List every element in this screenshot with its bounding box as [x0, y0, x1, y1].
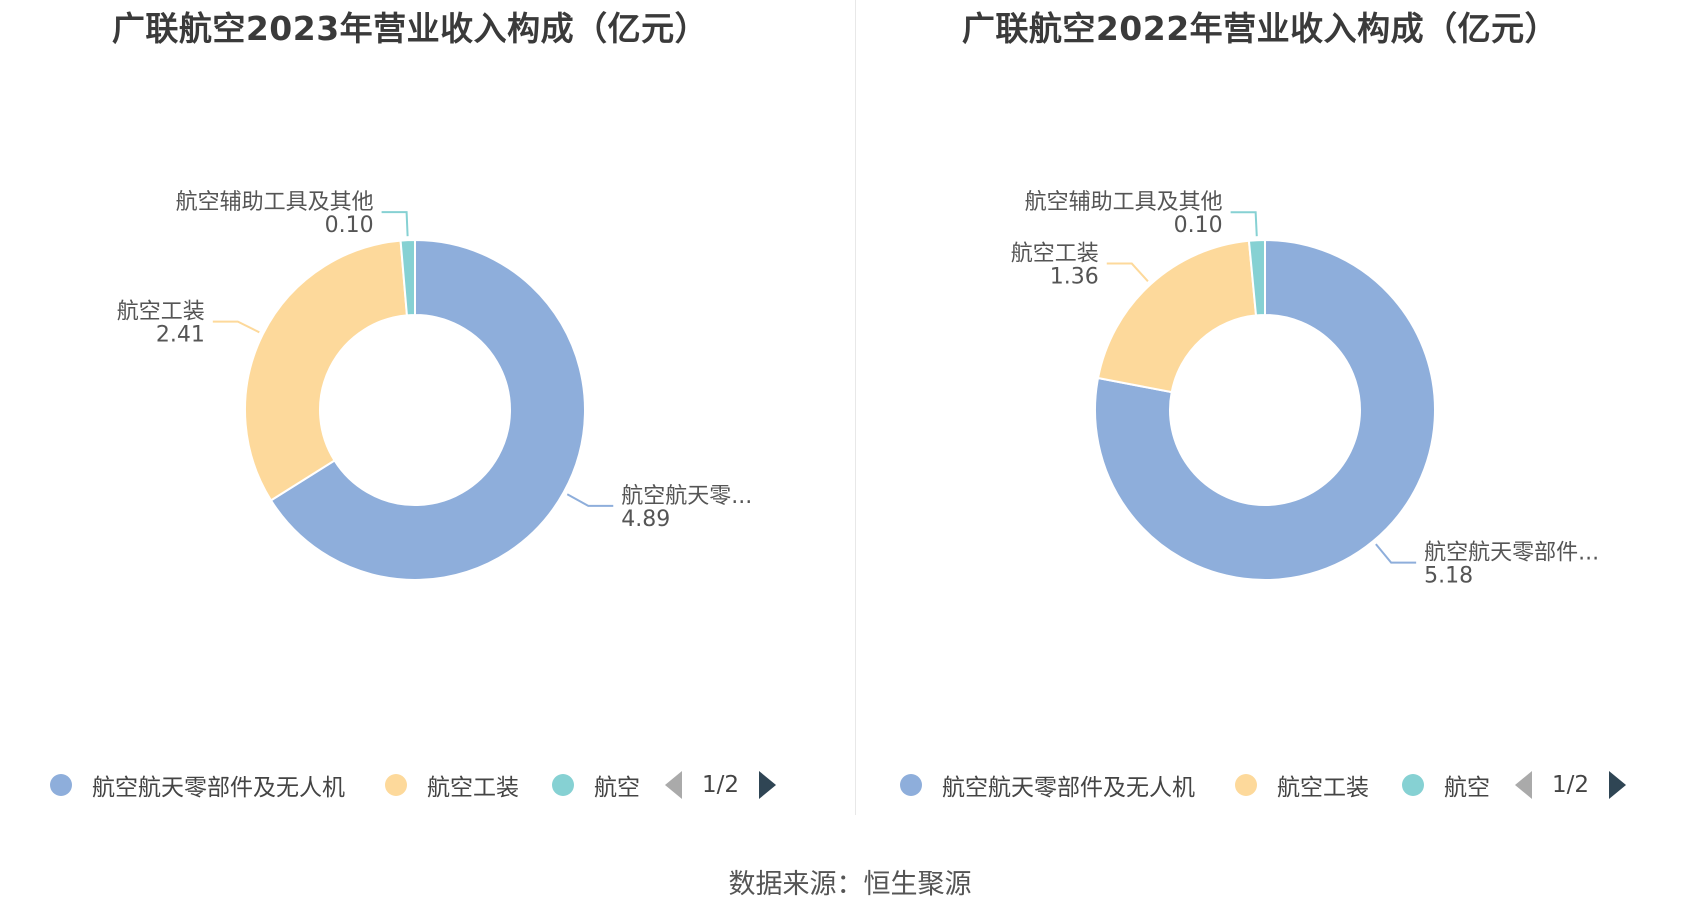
leader-line-2	[381, 211, 409, 237]
slice-label-2: 航空辅助工具及其他	[1025, 190, 1223, 215]
chart-title: 广联航空2023年营业收入构成（亿元）	[111, 9, 709, 48]
leader-line-2	[1230, 211, 1258, 237]
slice-value-2: 0.10	[325, 213, 374, 238]
slice-label-0: 航空航天零部件...	[1424, 541, 1599, 566]
next-page-icon[interactable]	[759, 771, 777, 799]
legend-pager: 1/2	[1515, 760, 1627, 810]
slice-value-1: 1.36	[1050, 265, 1099, 290]
legend-label: 航空航天零部件及无人机	[92, 775, 345, 801]
data-source-note: 数据来源：恒生聚源	[728, 869, 972, 900]
legend-item-aux[interactable]: 航空	[552, 760, 640, 810]
legend-label: 航空	[594, 775, 640, 801]
leader-line-0	[566, 493, 614, 507]
legend: 航空航天零部件及无人机 航空工装 航空 1/2	[850, 760, 1700, 810]
legend-item-parts[interactable]: 航空航天零部件及无人机	[50, 760, 345, 810]
chart-panel-2022: 广联航空2022年营业收入构成（亿元） 航空航天零部件... 5.18 航空工装 1.…	[850, 0, 1700, 820]
donut-slice-0[interactable]	[269, 238, 586, 581]
next-page-icon[interactable]	[1609, 771, 1627, 799]
leader-line-1	[212, 320, 260, 334]
legend-item-parts[interactable]: 航空航天零部件及无人机	[900, 760, 1195, 810]
legend-label: 航空工装	[427, 775, 519, 801]
legend-item-tooling[interactable]: 航空工装	[1235, 760, 1369, 810]
donut-slice-0[interactable]	[1094, 238, 1436, 581]
donut-slice-1[interactable]	[244, 239, 409, 502]
slice-value-2: 0.10	[1174, 213, 1223, 238]
legend: 航空航天零部件及无人机 航空工装 航空 1/2	[0, 760, 850, 810]
page-indicator: 1/2	[702, 772, 740, 798]
leader-line-1	[1106, 262, 1149, 282]
slice-label-1: 航空工装	[1011, 242, 1099, 267]
page-indicator: 1/2	[1552, 772, 1590, 798]
legend-dot-icon	[50, 774, 72, 796]
donut-slice-2[interactable]	[1247, 238, 1266, 317]
legend-item-aux[interactable]: 航空	[1402, 760, 1490, 810]
leader-line-0	[1375, 543, 1417, 564]
chart-title: 广联航空2022年营业收入构成（亿元）	[961, 9, 1559, 48]
legend-label: 航空工装	[1277, 775, 1369, 801]
prev-page-icon[interactable]	[665, 771, 682, 799]
slice-value-1: 2.41	[156, 323, 205, 348]
slice-value-0: 4.89	[621, 507, 670, 532]
legend-dot-icon	[900, 774, 922, 796]
legend-dot-icon	[1402, 774, 1424, 796]
donut-slice-1[interactable]	[1096, 239, 1258, 394]
donut-slice-2[interactable]	[399, 238, 416, 317]
slice-label-0: 航空航天零...	[621, 484, 752, 509]
legend-dot-icon	[1235, 774, 1257, 796]
prev-page-icon[interactable]	[1515, 771, 1532, 799]
legend-label: 航空航天零部件及无人机	[942, 775, 1195, 801]
slice-value-0: 5.18	[1424, 564, 1473, 589]
chart-panel-2023: 广联航空2023年营业收入构成（亿元） 航空航天零... 4.89 航空工装 2.41…	[0, 0, 850, 820]
legend-pager: 1/2	[665, 760, 777, 810]
legend-dot-icon	[385, 774, 407, 796]
slice-label-1: 航空工装	[117, 300, 205, 325]
legend-dot-icon	[552, 774, 574, 796]
legend-label: 航空	[1444, 775, 1490, 801]
slice-label-2: 航空辅助工具及其他	[176, 190, 374, 215]
legend-item-tooling[interactable]: 航空工装	[385, 760, 519, 810]
panel-divider	[855, 0, 856, 815]
